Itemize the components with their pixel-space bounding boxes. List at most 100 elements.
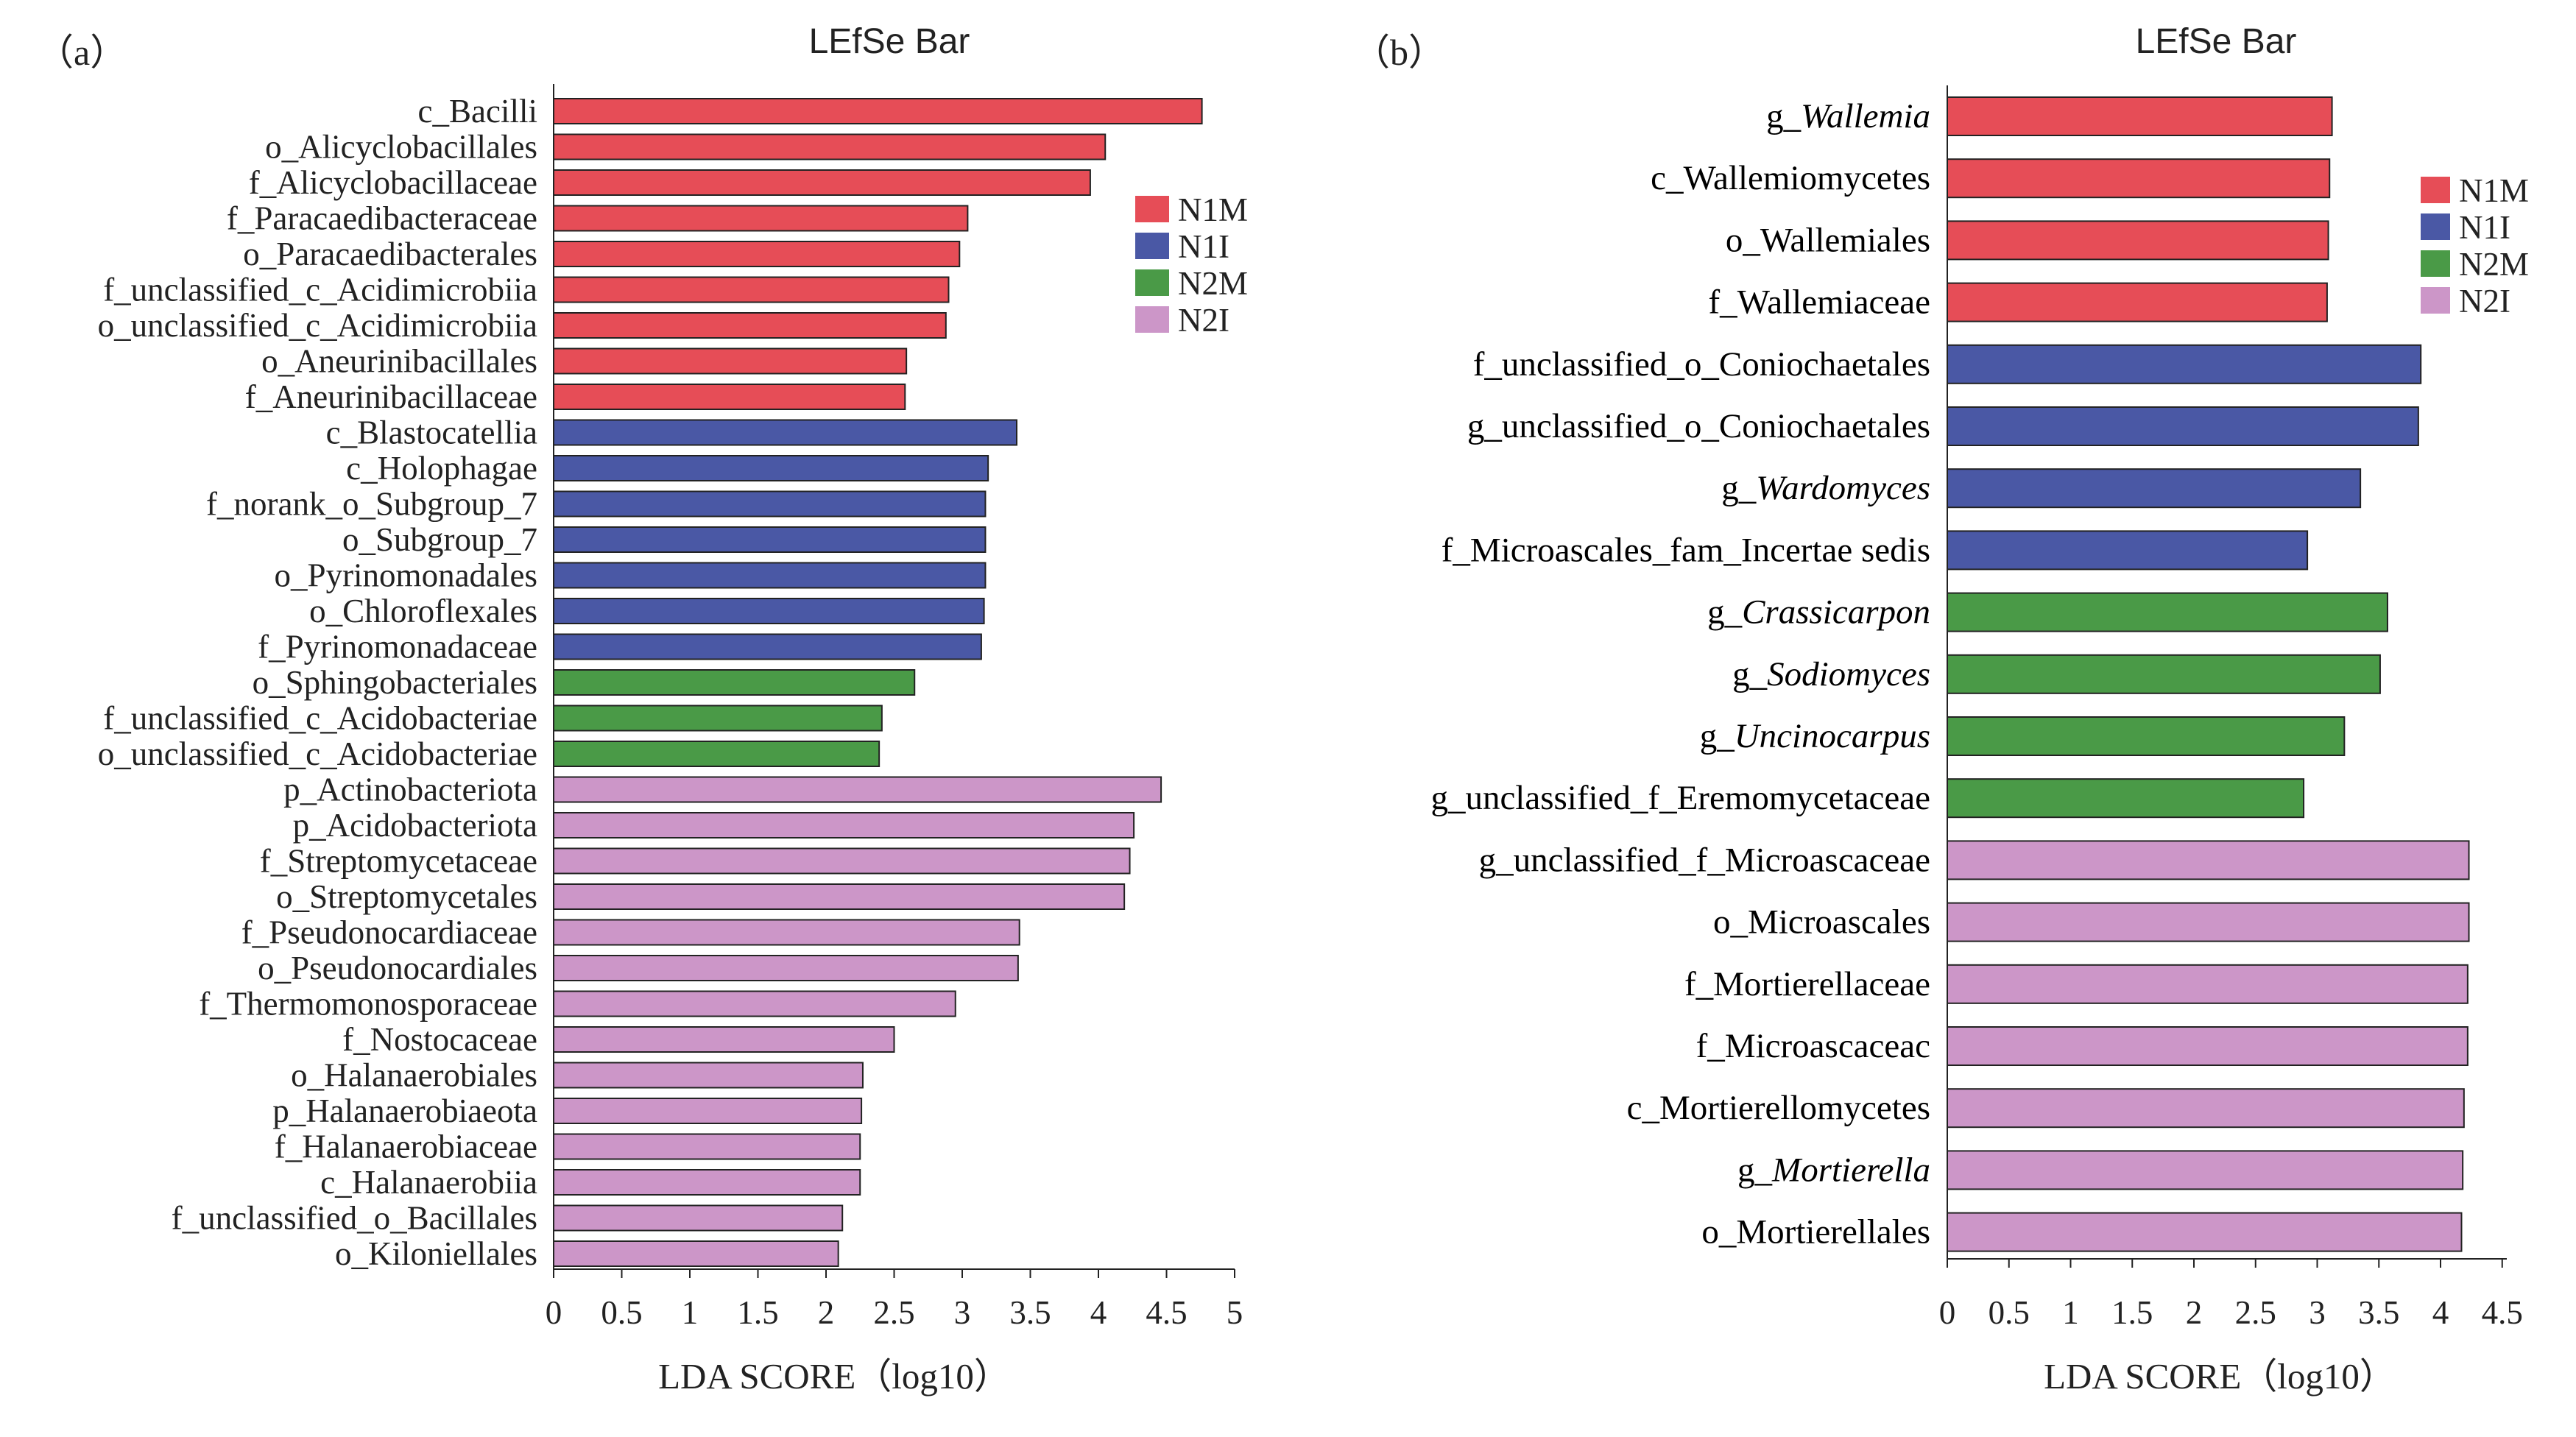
x-tick-label: 1.5 bbox=[2111, 1294, 2153, 1331]
bar bbox=[1947, 1150, 2464, 1190]
x-tick-label: 4 bbox=[2432, 1294, 2449, 1331]
category-label: f_Microascaceac bbox=[1696, 1027, 1930, 1065]
x-tick-label: 0.5 bbox=[1989, 1294, 2030, 1331]
category-label: g_Sodiomyces bbox=[1732, 655, 1930, 693]
category-label: f_norank_o_Subgroup_7 bbox=[206, 486, 537, 523]
category-label: f_Aneurinibacillaceae bbox=[245, 378, 537, 415]
bar bbox=[1947, 220, 2329, 261]
legend-label: N1M bbox=[1178, 191, 1248, 228]
bar bbox=[553, 169, 1091, 196]
bar bbox=[553, 1133, 861, 1160]
category-label: g_unclassified_f_Eremomycetaceae bbox=[1430, 779, 1930, 817]
category-label: f_Halanaerobiaceae bbox=[275, 1129, 537, 1165]
panel-a-x-axis-title: LDA SCORE（log10） bbox=[658, 1356, 1010, 1397]
bar bbox=[1947, 282, 2328, 322]
bar bbox=[553, 490, 987, 518]
x-tick-label: 0.5 bbox=[601, 1294, 642, 1331]
bar bbox=[1947, 96, 2333, 136]
legend-swatch bbox=[1135, 196, 1169, 222]
x-tick-label: 2 bbox=[818, 1294, 835, 1331]
panel-b-title: LEfSe Bar bbox=[2136, 22, 2297, 61]
x-tick-label: 2 bbox=[2186, 1294, 2203, 1331]
bar bbox=[1947, 592, 2388, 632]
bar bbox=[553, 1204, 844, 1232]
bar bbox=[553, 990, 956, 1017]
bar bbox=[553, 633, 982, 660]
category-label: o_Pseudonocardiales bbox=[258, 950, 537, 986]
category-label: p_Actinobacteriota bbox=[283, 772, 537, 808]
bar bbox=[1947, 840, 2470, 880]
category-label: c_Holophagae bbox=[346, 450, 537, 487]
bar bbox=[1947, 468, 2362, 509]
panel-b-category-labels: g_Wallemia c_Wallemiomycetes o_Wallemiales… bbox=[1430, 97, 1930, 1251]
bar bbox=[553, 919, 1020, 946]
legend-swatch bbox=[1135, 306, 1169, 333]
x-tick-label: 3 bbox=[2309, 1294, 2326, 1331]
category-label: o_unclassified_c_Acidimicrobiia bbox=[98, 307, 537, 344]
x-tick-label: 4.5 bbox=[2482, 1294, 2523, 1331]
category-label: g_unclassified_o_Coniochaetales bbox=[1467, 407, 1930, 445]
legend-label: N2M bbox=[1178, 265, 1248, 302]
bar bbox=[553, 1026, 895, 1053]
category-label: g_Uncinocarpus bbox=[1700, 717, 1930, 755]
bar bbox=[553, 1169, 861, 1196]
category-label: o_Kiloniellales bbox=[335, 1235, 537, 1272]
bar bbox=[1947, 716, 2346, 756]
legend-label: N2I bbox=[1178, 302, 1229, 339]
category-label: g_Crassicarpon bbox=[1707, 593, 1930, 632]
bar bbox=[553, 241, 961, 267]
bar bbox=[553, 847, 1131, 875]
bar bbox=[553, 1062, 864, 1089]
x-tick-label: 0 bbox=[546, 1294, 562, 1331]
category-label: f_unclassified_c_Acidobacteriae bbox=[103, 700, 537, 737]
category-label: o_unclassified_c_Acidobacteriae bbox=[98, 735, 537, 772]
bar bbox=[1947, 530, 2309, 571]
panel-a-bars bbox=[553, 98, 1203, 1267]
bar bbox=[1947, 902, 2470, 942]
panel-a-x-ticks: 0 0.5 1 1.5 2 2.5 3 3.5 4 4.5 5 bbox=[546, 1269, 1243, 1331]
category-label: f_Nostocaceae bbox=[342, 1021, 537, 1058]
x-tick-label: 1 bbox=[682, 1294, 699, 1331]
category-label: g_Wallemia bbox=[1766, 97, 1930, 135]
bar bbox=[1947, 778, 2305, 819]
legend-label: N1I bbox=[1178, 228, 1229, 265]
category-label: o_Chloroflexales bbox=[309, 593, 537, 629]
bar bbox=[1947, 158, 2331, 199]
category-label: o_Subgroup_7 bbox=[342, 521, 537, 558]
x-tick-label: 0 bbox=[1939, 1294, 1956, 1331]
x-tick-label: 4.5 bbox=[1146, 1294, 1187, 1331]
bar bbox=[553, 205, 969, 232]
panel-a-category-labels: c_Bacillio_Alicyclobacillalesf_Alicyclob… bbox=[98, 93, 537, 1272]
category-label: f_unclassified_o_Bacillales bbox=[172, 1200, 537, 1237]
category-label: g_unclassified_f_Microascaceae bbox=[1479, 841, 1930, 879]
category-label: f_Pseudonocardiaceae bbox=[241, 914, 537, 951]
x-tick-label: 3 bbox=[954, 1294, 971, 1331]
legend-label: N2I bbox=[2459, 283, 2510, 319]
bar bbox=[1947, 654, 2381, 694]
bar bbox=[1947, 1212, 2463, 1252]
category-label: c_Bacilli bbox=[418, 93, 537, 130]
x-tick-label: 3.5 bbox=[2358, 1294, 2399, 1331]
legend-label: N1I bbox=[2459, 209, 2510, 246]
bar bbox=[553, 526, 987, 553]
category-label: o_Microascales bbox=[1713, 903, 1930, 942]
panel-b-x-ticks: 0 0.5 1 1.5 2 2.5 3 3.5 4 4.5 bbox=[1939, 1259, 2523, 1331]
category-label: p_Halanaerobiaeota bbox=[272, 1092, 537, 1129]
legend-swatch bbox=[2421, 250, 2450, 277]
category-label: g_Mortierella bbox=[1737, 1151, 1930, 1189]
bar bbox=[553, 455, 989, 481]
category-label: o_Alicyclobacillales bbox=[265, 129, 537, 166]
bar bbox=[553, 1098, 863, 1124]
bar bbox=[1947, 344, 2422, 384]
category-label: p_Acidobacteriota bbox=[293, 807, 537, 844]
legend-swatch bbox=[2421, 287, 2450, 314]
legend-swatch bbox=[1135, 269, 1169, 296]
bar bbox=[1947, 964, 2469, 1004]
bar bbox=[553, 1240, 839, 1267]
category-label: o_Aneurinibacillales bbox=[261, 343, 537, 380]
category-label: f_unclassified_c_Acidimicrobiia bbox=[103, 272, 537, 308]
bar bbox=[1947, 406, 2419, 446]
bar bbox=[553, 133, 1107, 160]
category-label: f_Microascales_fam_Incertae sedis bbox=[1441, 531, 1930, 569]
